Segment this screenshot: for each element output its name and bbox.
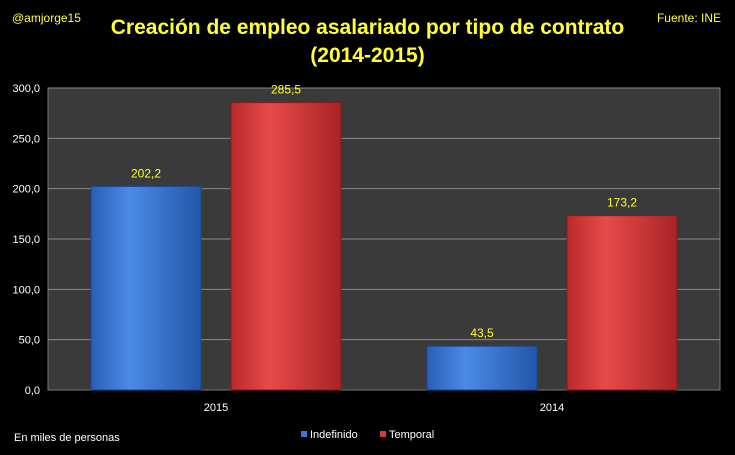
bar-indefinido-2014 <box>426 345 538 391</box>
y-tick-label: 250,0 <box>12 133 40 145</box>
legend-swatch <box>301 431 307 437</box>
y-tick-label: 300,0 <box>12 83 40 95</box>
chart-title: Creación de empleo asalariado por tipo d… <box>110 16 625 39</box>
x-tick-label: 2014 <box>540 402 564 414</box>
source-label: Fuente: INE <box>656 11 721 25</box>
bar-temporal-2014 <box>566 215 678 391</box>
data-label: 43,5 <box>470 326 494 340</box>
legend-swatch <box>380 431 386 437</box>
data-label: 173,2 <box>607 196 637 210</box>
legend-label: Indefinido <box>310 429 358 441</box>
bar-temporal-2015 <box>230 102 342 391</box>
data-label: 202,2 <box>131 166 161 180</box>
y-tick-label: 200,0 <box>12 184 40 196</box>
legend-label: Temporal <box>389 429 434 441</box>
y-tick-label: 150,0 <box>12 234 40 246</box>
y-tick-label: 100,0 <box>12 284 40 296</box>
y-tick-label: 0,0 <box>25 385 40 397</box>
author-handle: @amjorge15 <box>12 11 81 25</box>
units-note: En miles de personas <box>14 432 120 444</box>
chart-subtitle: (2014-2015) <box>310 44 425 67</box>
bar-indefinido-2015 <box>90 185 202 391</box>
data-label: 285,5 <box>271 83 301 97</box>
x-tick-label: 2015 <box>204 402 228 414</box>
y-tick-label: 50,0 <box>19 335 40 347</box>
